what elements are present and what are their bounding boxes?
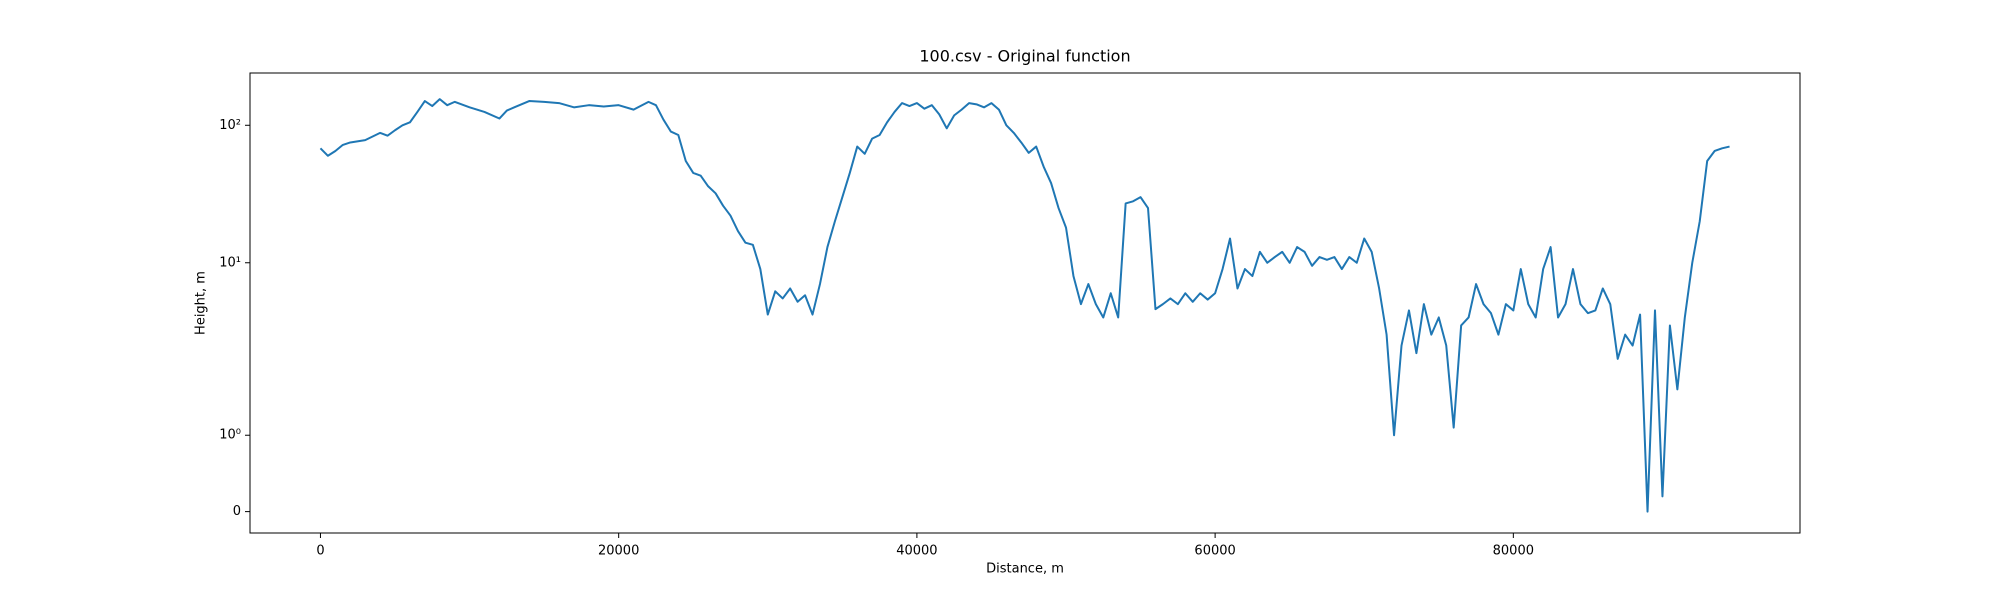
chart-title: 100.csv - Original function [919, 47, 1130, 66]
x-tick-label: 60000 [1194, 544, 1235, 559]
x-tick-label: 80000 [1493, 544, 1534, 559]
y-axis-label: Height, m [194, 271, 209, 335]
x-axis-label: Distance, m [986, 562, 1064, 577]
y-tick-label: 0 [233, 504, 241, 519]
y-tick-label: 10² [219, 118, 241, 133]
x-tick-label: 0 [316, 544, 324, 559]
x-tick-label: 20000 [598, 544, 639, 559]
x-tick-label: 40000 [896, 544, 937, 559]
plot-frame [249, 72, 1801, 534]
y-tick-label: 10¹ [219, 255, 241, 270]
y-tick-label: 10⁰ [219, 428, 241, 443]
data-line [319, 98, 1730, 513]
